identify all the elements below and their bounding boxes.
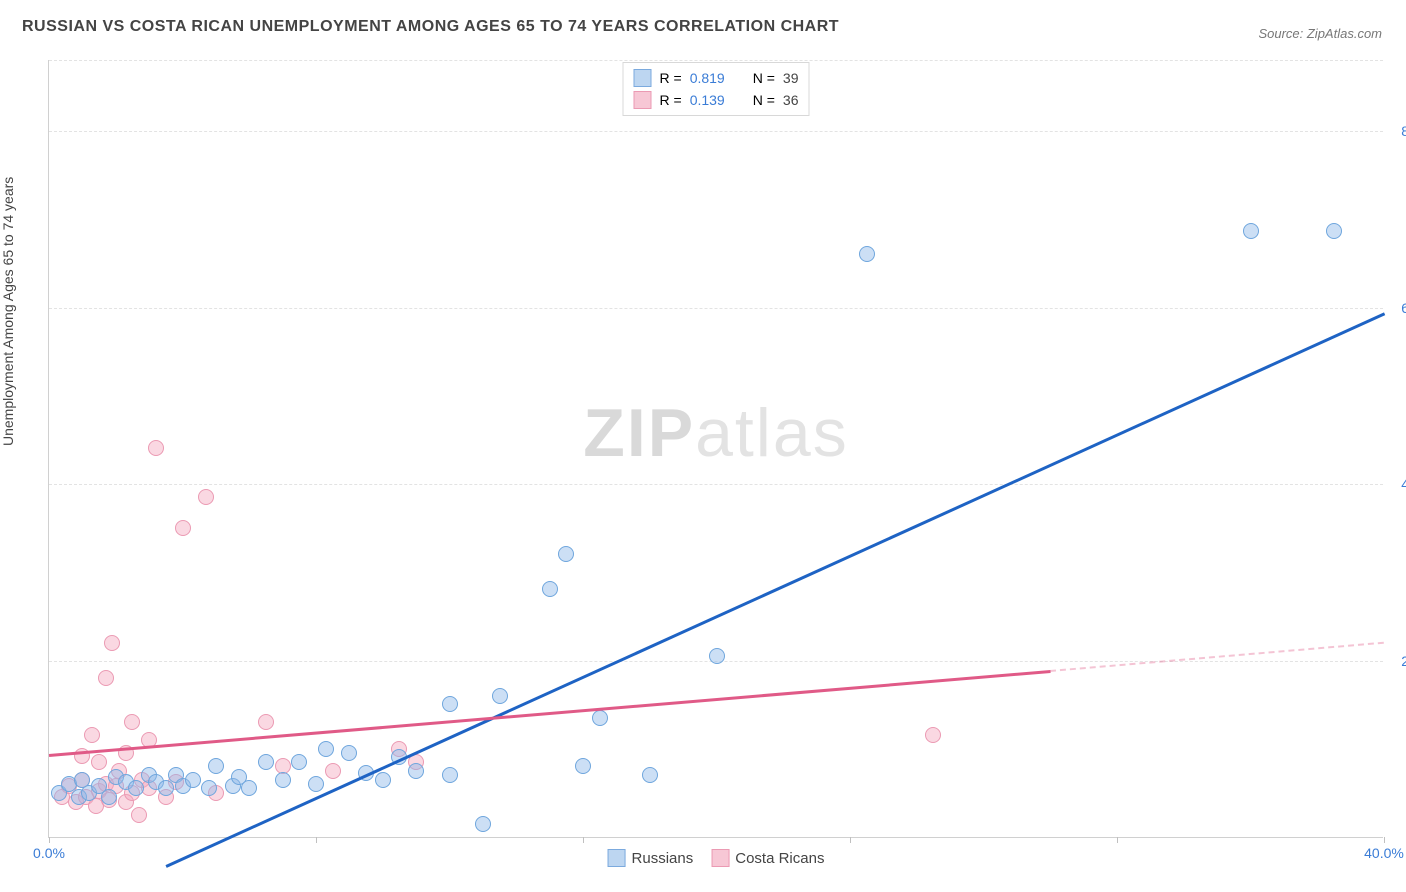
gridline bbox=[49, 484, 1383, 485]
r-label-costaricans: R = bbox=[660, 92, 682, 108]
data-point bbox=[492, 688, 508, 704]
data-point bbox=[558, 546, 574, 562]
r-value-russians: 0.819 bbox=[690, 70, 725, 86]
data-point bbox=[308, 776, 324, 792]
legend-correlation-box: R = 0.819 N = 39 R = 0.139 N = 36 bbox=[623, 62, 810, 116]
watermark: ZIPatlas bbox=[583, 394, 848, 472]
data-point bbox=[91, 754, 107, 770]
data-point bbox=[158, 780, 174, 796]
legend-row-russians: R = 0.819 N = 39 bbox=[634, 67, 799, 89]
data-point bbox=[128, 780, 144, 796]
trendline bbox=[165, 312, 1384, 867]
y-tick-label: 60.0% bbox=[1401, 300, 1406, 316]
data-point bbox=[575, 758, 591, 774]
legend-item-costaricans: Costa Ricans bbox=[711, 849, 824, 867]
data-point bbox=[198, 489, 214, 505]
data-point bbox=[542, 581, 558, 597]
data-point bbox=[341, 745, 357, 761]
data-point bbox=[1326, 223, 1342, 239]
data-point bbox=[241, 780, 257, 796]
swatch-russians bbox=[634, 69, 652, 87]
data-point bbox=[131, 807, 147, 823]
swatch-costaricans-bottom bbox=[711, 849, 729, 867]
trendline bbox=[49, 670, 1050, 756]
y-axis-label: Unemployment Among Ages 65 to 74 years bbox=[0, 177, 16, 446]
gridline bbox=[49, 60, 1383, 61]
trendline-extrapolated bbox=[1050, 642, 1384, 672]
watermark-light: atlas bbox=[695, 395, 849, 471]
data-point bbox=[442, 696, 458, 712]
gridline bbox=[49, 131, 1383, 132]
data-point bbox=[201, 780, 217, 796]
source-attribution: Source: ZipAtlas.com bbox=[1258, 26, 1382, 41]
y-tick-label: 80.0% bbox=[1401, 123, 1406, 139]
data-point bbox=[859, 246, 875, 262]
data-point bbox=[592, 710, 608, 726]
x-tick bbox=[1117, 837, 1118, 843]
data-point bbox=[925, 727, 941, 743]
x-tick bbox=[1384, 837, 1385, 843]
data-point bbox=[275, 772, 291, 788]
n-label-costaricans: N = bbox=[753, 92, 775, 108]
data-point bbox=[84, 727, 100, 743]
x-tick-label: 0.0% bbox=[33, 845, 65, 861]
data-point bbox=[318, 741, 334, 757]
data-point bbox=[101, 789, 117, 805]
x-tick bbox=[850, 837, 851, 843]
n-value-russians: 39 bbox=[783, 70, 799, 86]
data-point bbox=[185, 772, 201, 788]
legend-row-costaricans: R = 0.139 N = 36 bbox=[634, 89, 799, 111]
n-value-costaricans: 36 bbox=[783, 92, 799, 108]
data-point bbox=[1243, 223, 1259, 239]
gridline bbox=[49, 308, 1383, 309]
x-tick bbox=[49, 837, 50, 843]
data-point bbox=[258, 754, 274, 770]
data-point bbox=[124, 714, 140, 730]
legend-item-russians: Russians bbox=[608, 849, 694, 867]
legend-series: Russians Costa Ricans bbox=[608, 849, 825, 867]
data-point bbox=[475, 816, 491, 832]
chart-plot-area: ZIPatlas R = 0.819 N = 39 R = 0.139 N = … bbox=[48, 60, 1383, 838]
data-point bbox=[642, 767, 658, 783]
data-point bbox=[375, 772, 391, 788]
data-point bbox=[408, 763, 424, 779]
y-tick-label: 40.0% bbox=[1401, 476, 1406, 492]
watermark-bold: ZIP bbox=[583, 395, 695, 471]
data-point bbox=[442, 767, 458, 783]
legend-label-russians: Russians bbox=[632, 850, 694, 867]
data-point bbox=[291, 754, 307, 770]
data-point bbox=[175, 520, 191, 536]
x-tick bbox=[583, 837, 584, 843]
data-point bbox=[148, 440, 164, 456]
legend-label-costaricans: Costa Ricans bbox=[735, 850, 824, 867]
data-point bbox=[258, 714, 274, 730]
swatch-costaricans bbox=[634, 91, 652, 109]
chart-title: RUSSIAN VS COSTA RICAN UNEMPLOYMENT AMON… bbox=[22, 18, 839, 36]
r-label-russians: R = bbox=[660, 70, 682, 86]
data-point bbox=[709, 648, 725, 664]
x-tick-label: 40.0% bbox=[1364, 845, 1404, 861]
y-tick-label: 20.0% bbox=[1401, 653, 1406, 669]
data-point bbox=[208, 758, 224, 774]
r-value-costaricans: 0.139 bbox=[690, 92, 725, 108]
data-point bbox=[98, 670, 114, 686]
x-tick bbox=[316, 837, 317, 843]
data-point bbox=[104, 635, 120, 651]
n-label-russians: N = bbox=[753, 70, 775, 86]
data-point bbox=[325, 763, 341, 779]
swatch-russians-bottom bbox=[608, 849, 626, 867]
